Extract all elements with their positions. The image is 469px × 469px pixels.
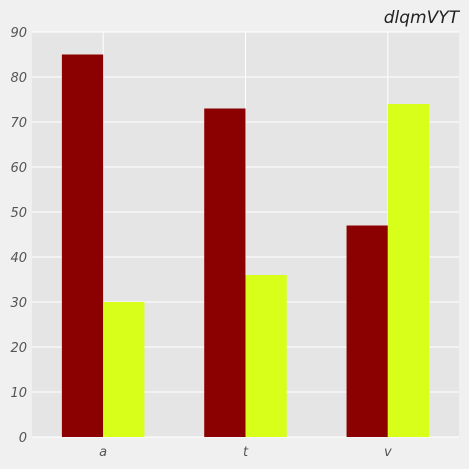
bar-series-1-t bbox=[204, 108, 246, 437]
y-tick-label: 90 bbox=[10, 26, 27, 41]
y-tick-label: 0 bbox=[19, 431, 27, 446]
bar-series-1-a bbox=[61, 54, 104, 437]
x-tick-label: a bbox=[99, 445, 107, 460]
y-tick-label: 80 bbox=[10, 71, 27, 86]
y-tick-label: 50 bbox=[10, 206, 27, 221]
y-tick-label: 60 bbox=[10, 161, 27, 176]
x-tick-label: v bbox=[384, 445, 392, 460]
y-tick-label: 70 bbox=[10, 116, 27, 131]
bar-series-2-v bbox=[387, 104, 430, 437]
y-tick-label: 10 bbox=[10, 386, 27, 401]
chart-title: dlqmVYT bbox=[384, 8, 461, 28]
y-tick-label: 30 bbox=[10, 296, 27, 311]
y-tick-label: 20 bbox=[10, 341, 27, 356]
bar-series-1-v bbox=[346, 225, 388, 437]
y-tick-label: 40 bbox=[10, 251, 27, 266]
x-tick-label: t bbox=[243, 445, 249, 460]
bar-series-2-a bbox=[103, 302, 145, 437]
bars bbox=[61, 54, 430, 437]
y-tick-labels: 0 10 20 30 40 50 60 70 80 90 bbox=[10, 26, 27, 446]
bar-series-2-t bbox=[245, 275, 287, 437]
